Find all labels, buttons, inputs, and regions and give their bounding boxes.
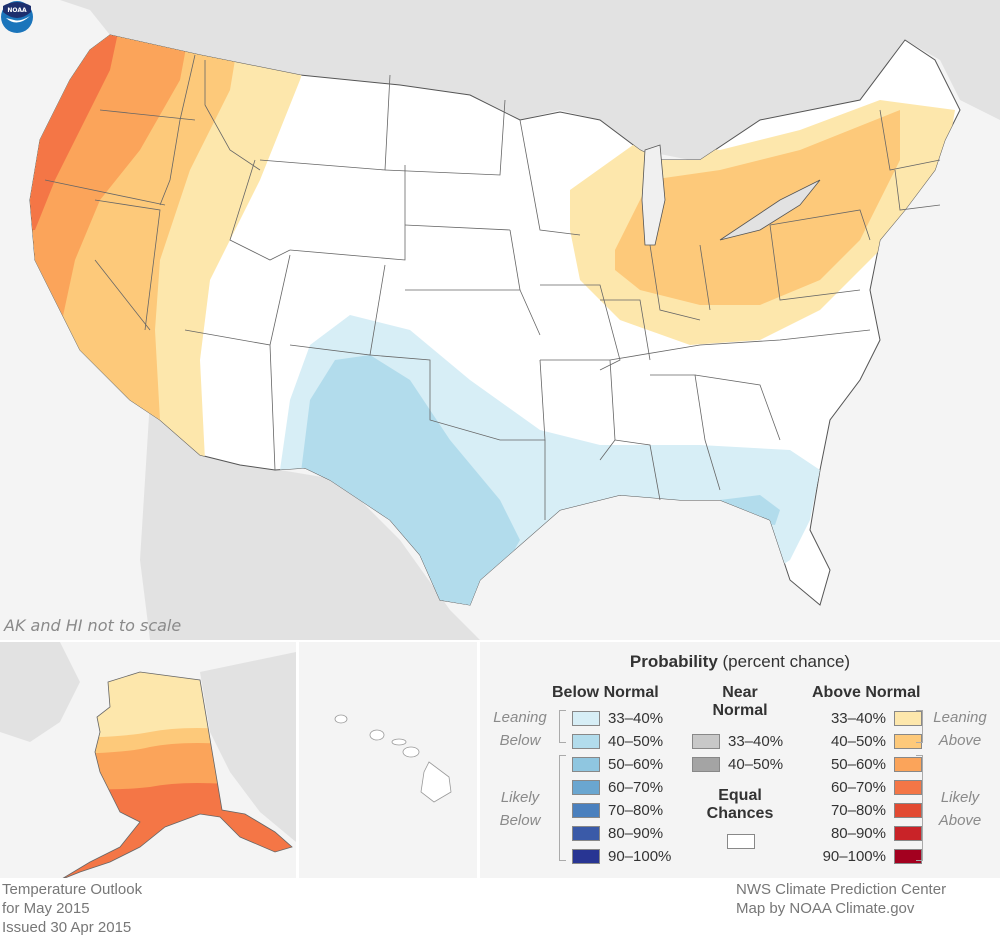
noaa-logo-icon: NOAA <box>1 1 33 33</box>
legend-item-above-70-80: 70–80% <box>812 800 922 820</box>
map-credits: NWS Climate Prediction Center Map by NOA… <box>736 880 946 918</box>
legend-swatch-equal-chances <box>727 834 755 849</box>
map-period: for May 2015 <box>2 900 90 917</box>
leaning-below-bracket <box>559 710 566 743</box>
conus-map: AK and HI not to scale NOAA <box>0 0 1000 640</box>
legend-item-above-80-90: 80–90% <box>812 823 922 843</box>
alaska-map-graphic <box>0 642 296 878</box>
legend-item-below-60-70: 60–70% <box>572 777 663 797</box>
scale-note: AK and HI not to scale <box>4 616 182 635</box>
svg-text:NOAA: NOAA <box>7 7 27 14</box>
credit-source: NWS Climate Prediction Center <box>736 881 947 898</box>
below-normal-heading: Below Normal <box>552 684 659 701</box>
legend-item-below-90-100: 90–100% <box>572 846 671 866</box>
leaning-above-bracket <box>916 710 923 743</box>
conus-map-graphic <box>29 0 1000 640</box>
near-normal-heading: Near Normal <box>712 684 768 719</box>
legend-item-above-90-100: 90–100% <box>802 846 922 866</box>
likely-above-label: Likely Above <box>938 789 982 829</box>
map-issued-date: Issued 30 Apr 2015 <box>2 919 132 936</box>
leaning-below-label: Leaning Below <box>493 709 547 749</box>
legend-item-above-40-50: 40–50% <box>812 731 922 751</box>
credit-mapmaker: Map by NOAA Climate.gov <box>736 900 915 917</box>
legend-item-above-33-40: 33–40% <box>812 708 922 728</box>
legend: Probability (percent chance) Below Norma… <box>480 642 1000 878</box>
likely-below-label: Likely Below <box>499 789 541 829</box>
equal-chances-heading: Equal Chances <box>706 787 774 822</box>
alaska-inset <box>0 642 296 878</box>
legend-title: Probability (percent chance) <box>629 652 851 671</box>
legend-item-above-60-70: 60–70% <box>812 777 922 797</box>
legend-item-below-70-80: 70–80% <box>572 800 663 820</box>
likely-below-bracket <box>559 755 566 861</box>
legend-item-below-80-90: 80–90% <box>572 823 663 843</box>
leaning-above-label: Leaning Above <box>933 709 987 749</box>
map-title: Temperature Outlook <box>2 881 143 898</box>
legend-item-above-50-60: 50–60% <box>812 754 922 774</box>
legend-item-below-33-40: 33–40% <box>572 708 663 728</box>
legend-item-near-33-40: 33–40% <box>692 731 783 751</box>
likely-above-bracket <box>916 755 923 861</box>
hawaii-map-graphic <box>334 714 452 803</box>
legend-item-below-50-60: 50–60% <box>572 754 663 774</box>
legend-item-below-40-50: 40–50% <box>572 731 663 751</box>
legend-item-near-40-50: 40–50% <box>692 754 783 774</box>
above-normal-heading: Above Normal <box>812 684 921 701</box>
map-caption: Temperature Outlook for May 2015 Issued … <box>2 880 142 937</box>
hawaii-inset <box>299 642 477 878</box>
